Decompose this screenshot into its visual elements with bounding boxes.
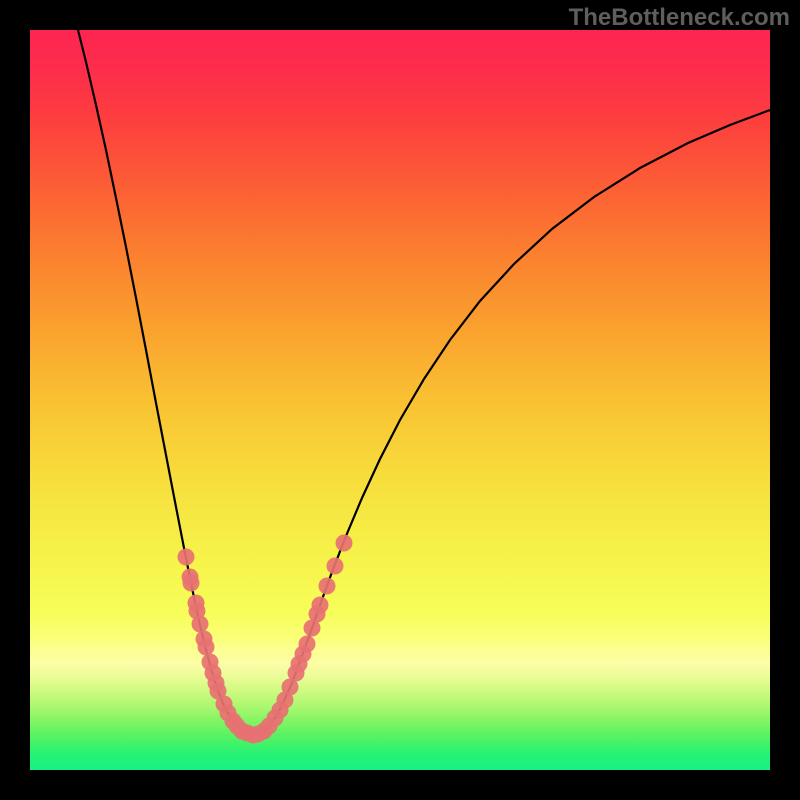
data-marker [192, 616, 209, 633]
data-marker [312, 597, 329, 614]
curve-right [253, 110, 770, 735]
data-marker [178, 549, 195, 566]
data-marker [198, 639, 215, 656]
data-marker [299, 636, 316, 653]
data-marker [183, 575, 200, 592]
data-marker [327, 558, 344, 575]
chart-root: TheBottleneck.com [0, 0, 800, 800]
curve-left [78, 30, 253, 735]
chart-overlay-svg [0, 0, 800, 800]
data-marker [336, 535, 353, 552]
data-marker [319, 578, 336, 595]
watermark-text: TheBottleneck.com [569, 4, 790, 32]
marker-group [178, 535, 353, 744]
